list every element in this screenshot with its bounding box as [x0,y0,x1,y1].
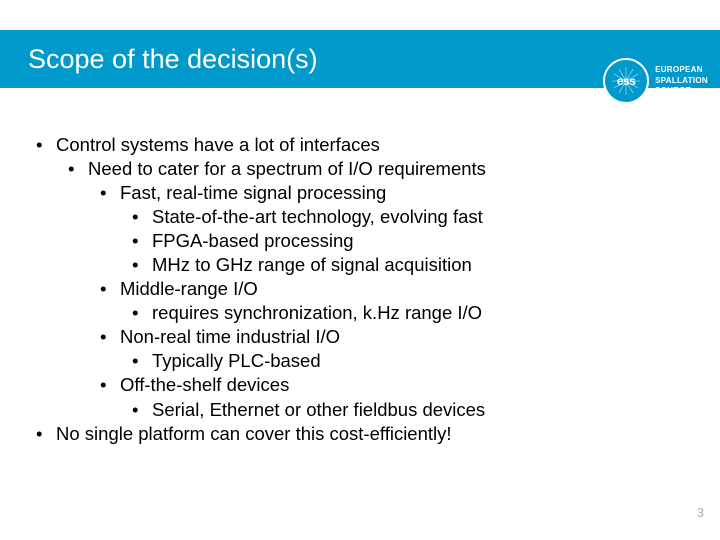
list-item: Typically PLC-based [124,349,668,373]
list-item: requires synchronization, k.Hz range I/O [124,301,668,325]
logo-label-line2: SPALLATION [655,76,708,86]
list-item: State-of-the-art technology, evolving fa… [124,205,668,229]
logo-label-line3: SOURCE [655,86,708,96]
content-area: Control systems have a lot of interfaces… [28,133,668,446]
slide-title: Scope of the decision(s) [28,44,318,75]
list-item: Control systems have a lot of interfaces [28,133,668,157]
list-item: FPGA-based processing [124,229,668,253]
list-item: Need to cater for a spectrum of I/O requ… [60,157,668,181]
header-band: Scope of the decision(s) [0,30,720,88]
logo-abbrev: ess [617,74,636,88]
list-item: Middle-range I/O [92,277,668,301]
list-item: No single platform can cover this cost-e… [28,422,668,446]
list-item: MHz to GHz range of signal acquisition [124,253,668,277]
bullet-list: Control systems have a lot of interfaces… [28,133,668,446]
list-item: Fast, real-time signal processing [92,181,668,205]
list-item: Off-the-shelf devices [92,373,668,397]
page-number: 3 [697,505,704,520]
logo-label: EUROPEAN SPALLATION SOURCE [655,65,708,96]
logo-area: ess EUROPEAN SPALLATION SOURCE [603,58,708,104]
ess-logo-icon: ess [603,58,649,104]
list-item: Serial, Ethernet or other fieldbus devic… [124,398,668,422]
list-item: Non-real time industrial I/O [92,325,668,349]
logo-label-line1: EUROPEAN [655,65,708,75]
